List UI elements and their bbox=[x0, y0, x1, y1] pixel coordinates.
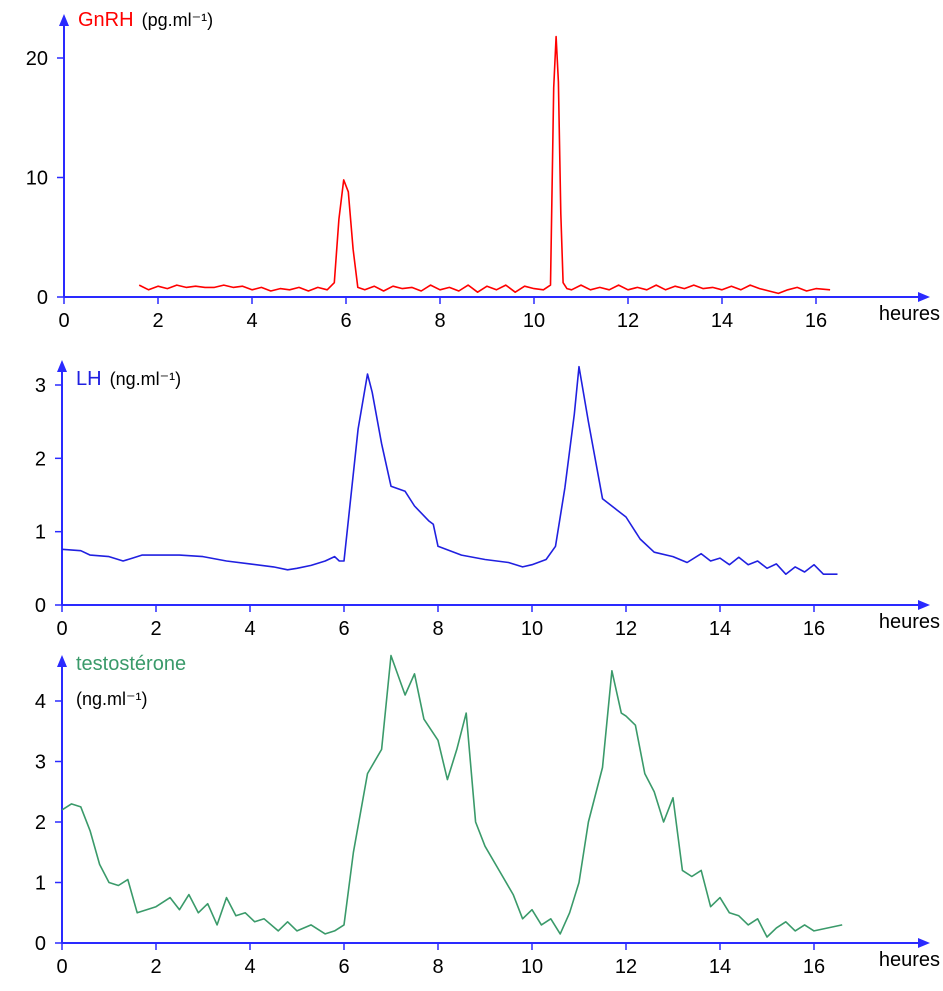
y-tick-label: 0 bbox=[35, 933, 46, 955]
x-axis-arrow-icon bbox=[918, 292, 930, 302]
x-axis-label: heures bbox=[879, 303, 940, 325]
x-tick-label: 0 bbox=[58, 310, 69, 332]
y-tick-label: 3 bbox=[35, 375, 46, 397]
y-tick-label: 3 bbox=[35, 752, 46, 774]
x-tick-label: 4 bbox=[244, 956, 255, 978]
x-tick-label: 0 bbox=[56, 956, 67, 978]
x-tick-label: 16 bbox=[803, 618, 825, 640]
x-tick-label: 6 bbox=[338, 618, 349, 640]
chart-title: LH bbox=[76, 368, 102, 390]
y-axis-arrow-icon bbox=[59, 14, 69, 26]
chart-title: testostérone bbox=[76, 653, 186, 675]
y-tick-label: 2 bbox=[35, 812, 46, 834]
x-tick-label: 12 bbox=[617, 310, 639, 332]
y-tick-label: 2 bbox=[35, 448, 46, 470]
x-tick-label: 2 bbox=[150, 956, 161, 978]
x-tick-label: 14 bbox=[709, 956, 731, 978]
x-tick-label: 8 bbox=[432, 618, 443, 640]
x-tick-label: 14 bbox=[709, 618, 731, 640]
x-tick-label: 4 bbox=[244, 618, 255, 640]
y-tick-label: 1 bbox=[35, 873, 46, 895]
y-tick-label: 0 bbox=[35, 595, 46, 617]
chart-panel-1: 0 2 4 6 8 10 12 14 16 0 10 20 heures GnRH (pg.ml⁻¹) bbox=[26, 9, 940, 332]
x-tick-label: 14 bbox=[711, 310, 733, 332]
x-tick-label: 8 bbox=[434, 310, 445, 332]
y-tick-label: 0 bbox=[37, 287, 48, 309]
series-line-1 bbox=[138, 35, 831, 295]
x-axis-label: heures bbox=[879, 611, 940, 633]
y-tick-label: 1 bbox=[35, 522, 46, 544]
x-axis-label: heures bbox=[879, 949, 940, 971]
chart-panel-3: 0 2 4 6 8 10 12 14 1601234heurestestostérone(ng.… bbox=[35, 653, 940, 978]
y-tick-label: 10 bbox=[26, 168, 48, 190]
x-tick-label: 10 bbox=[523, 310, 545, 332]
x-tick-label: 6 bbox=[340, 310, 351, 332]
y-axis-unit: (pg.ml⁻¹) bbox=[142, 10, 214, 30]
y-axis-unit: (ng.ml⁻¹) bbox=[76, 689, 148, 709]
y-tick-label: 20 bbox=[26, 48, 48, 70]
x-tick-label: 12 bbox=[615, 956, 637, 978]
series-line-1 bbox=[61, 654, 843, 938]
y-tick-label: 4 bbox=[35, 691, 46, 713]
x-tick-label: 0 bbox=[56, 618, 67, 640]
chart-title: GnRH bbox=[78, 9, 134, 31]
x-axis-arrow-icon bbox=[918, 938, 930, 948]
x-tick-label: 10 bbox=[521, 956, 543, 978]
y-axis-arrow-icon bbox=[57, 360, 67, 372]
x-tick-label: 8 bbox=[432, 956, 443, 978]
x-tick-label: 12 bbox=[615, 618, 637, 640]
x-tick-label: 4 bbox=[246, 310, 257, 332]
series-line-1 bbox=[61, 365, 838, 576]
x-axis-arrow-icon bbox=[918, 600, 930, 610]
x-tick-label: 6 bbox=[338, 956, 349, 978]
x-tick-label: 2 bbox=[150, 618, 161, 640]
x-tick-label: 16 bbox=[803, 956, 825, 978]
x-tick-label: 10 bbox=[521, 618, 543, 640]
x-tick-label: 16 bbox=[805, 310, 827, 332]
y-axis-arrow-icon bbox=[57, 655, 67, 667]
y-axis-unit: (ng.ml⁻¹) bbox=[110, 369, 182, 389]
x-tick-label: 2 bbox=[152, 310, 163, 332]
